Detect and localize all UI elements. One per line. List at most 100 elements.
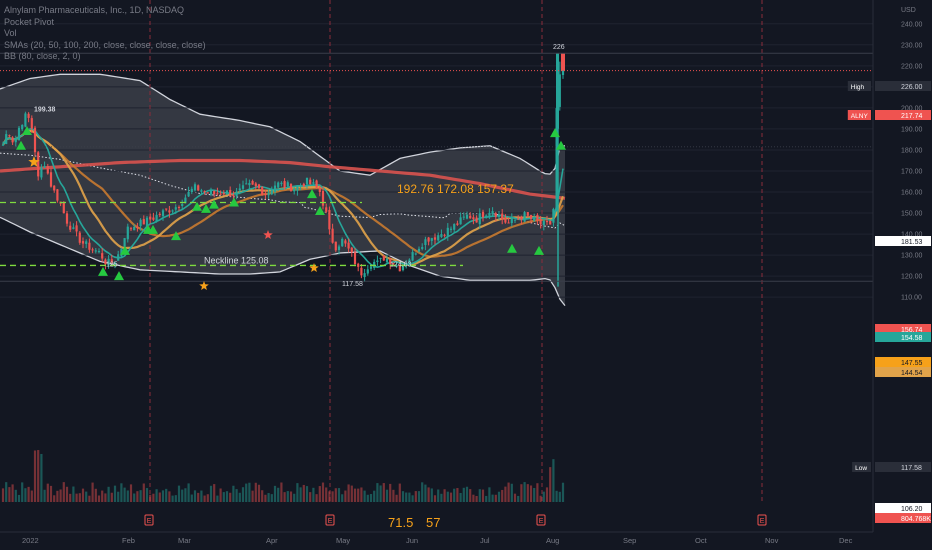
x-tick-label: Feb — [122, 536, 135, 545]
candle-body — [529, 214, 533, 219]
y-tick-label: 190.00 — [901, 126, 923, 133]
price-tag-label: High — [851, 84, 865, 91]
volume-bar — [401, 491, 405, 502]
volume-bar — [75, 493, 78, 502]
volume-bar — [437, 489, 440, 502]
volume-bar — [85, 491, 88, 502]
candle-body — [126, 226, 129, 240]
candle-body — [229, 189, 232, 197]
candle-body — [334, 241, 337, 251]
volume-bar — [510, 483, 513, 502]
indicator-volume[interactable]: Vol — [4, 28, 17, 38]
candle-body — [475, 217, 478, 223]
volume-bar — [459, 492, 462, 502]
volume-bar — [133, 493, 136, 502]
pocket-pivot-triangle — [507, 243, 517, 253]
x-tick-label: 2022 — [22, 536, 39, 545]
volume-bar — [357, 488, 360, 502]
label-124: 124.63 — [390, 262, 412, 269]
candle-body — [1, 144, 5, 146]
price-tag — [875, 236, 931, 246]
indicator-pocket-pivot[interactable]: Pocket Pivot — [4, 16, 55, 27]
candle-body — [481, 211, 485, 218]
volume-bar — [216, 495, 219, 502]
volume-bar — [382, 483, 385, 502]
x-tick-label: Dec — [839, 536, 853, 545]
volume-bar — [139, 490, 142, 502]
volume-bar — [465, 486, 469, 502]
volume-bar — [433, 495, 437, 502]
candle-body — [309, 179, 312, 185]
volume-bar — [449, 492, 453, 502]
volume-bar — [94, 488, 97, 502]
volume-bar — [363, 490, 366, 502]
candle-body — [8, 135, 11, 137]
indicator-bollinger-bands[interactable]: BB (80, close, 2, 0) — [4, 51, 81, 61]
candle-body — [277, 182, 280, 188]
y-tick-label: 200.00 — [901, 105, 923, 112]
volume-bar — [366, 494, 369, 502]
volume-bar — [113, 485, 117, 502]
candle-body — [283, 181, 286, 188]
pocket-pivot-triangle — [171, 231, 181, 241]
candle-body — [21, 124, 24, 130]
volume-bar — [129, 484, 133, 502]
volume-bar — [411, 495, 414, 502]
volume-bar — [456, 488, 459, 502]
volume-bar — [49, 485, 53, 502]
volume-bar — [485, 495, 488, 502]
pocket-pivot-triangle — [201, 203, 211, 213]
volume-bar — [552, 459, 555, 502]
candle-body — [197, 185, 200, 191]
volume-bar — [203, 495, 206, 502]
volume-bar — [421, 482, 424, 502]
candle-body — [382, 255, 385, 261]
candle-body — [174, 207, 177, 210]
indicator-smas[interactable]: SMAs (20, 50, 100, 200, close, close, cl… — [4, 39, 206, 50]
volume-bar — [280, 482, 283, 502]
x-tick-label: Nov — [765, 536, 779, 545]
candle-body — [555, 108, 558, 211]
candle-body — [245, 183, 248, 185]
candle-body — [437, 235, 440, 241]
volume-bar — [78, 493, 81, 502]
price-tag — [875, 110, 931, 120]
volume-bar — [72, 486, 75, 502]
volume-bar — [46, 483, 49, 502]
candle-body — [363, 273, 366, 278]
candle-body — [299, 185, 302, 187]
volume-bar — [296, 483, 299, 502]
volume-bar — [318, 486, 321, 502]
chart-legend: Alnylam Pharmaceuticals, Inc., 1D, NASDA… — [4, 5, 206, 63]
volume-bar — [197, 492, 200, 502]
volume-bar — [1, 488, 5, 502]
volume-bar — [526, 484, 529, 502]
pocket-pivot-triangle — [550, 128, 560, 138]
candle-body — [533, 217, 536, 221]
volume-bar — [104, 493, 107, 502]
price-tag-value: 147.55 — [901, 360, 923, 367]
earnings-marker — [757, 514, 767, 526]
candle-body — [494, 213, 497, 217]
symbol-title[interactable]: Alnylam Pharmaceuticals, Inc., 1D, NASDA… — [4, 5, 185, 15]
volume-bar — [549, 467, 552, 502]
volume-bar — [200, 490, 203, 502]
y-tick-label: 120.00 — [901, 274, 923, 281]
volume-bar — [11, 484, 14, 502]
volume-bar — [161, 490, 165, 502]
candle-body — [37, 152, 40, 177]
price-tag-value: 217.74 — [901, 113, 923, 120]
candle-body — [267, 192, 270, 196]
volume-bar — [136, 491, 139, 502]
volume-bar — [126, 490, 129, 502]
candle-body — [389, 258, 392, 265]
candle-body — [14, 138, 17, 143]
volume-bar — [347, 484, 350, 502]
volume-bar — [392, 489, 395, 502]
y-tick-label: 220.00 — [901, 63, 923, 70]
volume-bar — [81, 488, 85, 502]
volume-bar — [513, 493, 517, 502]
volume-bar — [315, 494, 318, 502]
candle-body — [421, 247, 424, 249]
